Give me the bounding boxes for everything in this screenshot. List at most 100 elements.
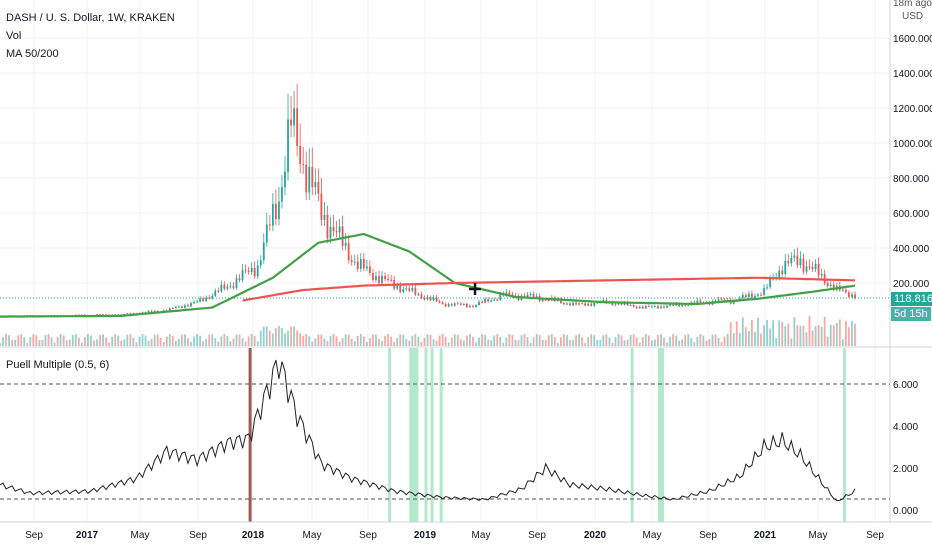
price-axis-ticks[interactable]: 1600.000 1400.000 1200.000 1000.000 800.000 6… — [893, 34, 932, 290]
volume-bar — [760, 333, 762, 346]
volume-bar — [247, 336, 250, 346]
gridlines — [0, 0, 890, 522]
volume-bar — [772, 320, 775, 346]
currency-unit[interactable]: USD — [902, 11, 924, 22]
volume-bar — [590, 334, 593, 346]
candle-body — [256, 265, 259, 277]
volume-bar — [144, 335, 147, 346]
volume-bar — [68, 339, 71, 346]
time-tick-label: May — [131, 530, 150, 541]
candle-body — [196, 301, 198, 303]
ma50-line — [0, 232, 856, 318]
volume-bar — [99, 334, 101, 346]
time-tick-label: Sep — [699, 530, 717, 541]
candle-body — [696, 300, 699, 304]
candle-body — [150, 310, 153, 312]
volume-bar — [711, 334, 714, 346]
puell-legend[interactable]: Puell Multiple (0.5, 6) — [6, 359, 110, 371]
candle-body — [217, 290, 220, 292]
volume-bar — [156, 334, 159, 346]
time-tick-label: May — [809, 530, 828, 541]
volume-bar — [717, 337, 720, 346]
candle-body — [326, 214, 329, 239]
candle-body — [472, 305, 474, 307]
volume-bar — [341, 338, 344, 346]
volume-bar — [723, 336, 726, 346]
candle-body — [132, 313, 135, 315]
candle-body — [284, 171, 286, 188]
volume-bar — [459, 339, 462, 346]
candle-body — [347, 243, 350, 261]
volume-bar — [329, 335, 332, 346]
volume-bar — [93, 340, 95, 346]
candle-body — [478, 301, 480, 306]
volume-bar — [187, 338, 189, 346]
volume-bar — [441, 334, 444, 346]
volume-bar — [196, 334, 198, 346]
volume-bar — [581, 337, 584, 346]
volume-bar — [387, 334, 389, 346]
candle-body — [359, 258, 362, 269]
volume-bar — [111, 336, 114, 346]
chart-title[interactable]: DASH / U. S. Dollar, 1W, KRAKEN — [6, 12, 175, 24]
volume-bar — [47, 334, 50, 346]
volume-bar — [575, 335, 577, 346]
candle-body — [444, 304, 447, 307]
time-tick-label: Sep — [25, 530, 43, 541]
time-tick-label: May — [643, 530, 662, 541]
candle-body — [290, 119, 292, 126]
candle-body — [190, 303, 192, 307]
candle-body — [265, 224, 268, 243]
volume-bar — [511, 335, 514, 346]
puell-highlight-band — [409, 348, 419, 522]
candle-body — [156, 310, 159, 312]
candle-body — [717, 299, 720, 303]
indicator-axis-ticks[interactable]: 6.000 4.000 2.000 0.000 — [893, 380, 918, 517]
time-axis-ticks[interactable]: Sep 2017 May Sep 2018 May Sep 2019 May Sep 2020 May… — [25, 530, 884, 541]
candle-body — [796, 255, 799, 266]
volume-bar — [44, 335, 47, 346]
volume-bar — [523, 334, 526, 346]
candle-body — [153, 310, 156, 312]
candle-body — [329, 226, 332, 239]
candle-body — [811, 266, 814, 270]
ma-legend[interactable]: MA 50/200 — [6, 48, 59, 60]
candle-body — [199, 298, 202, 302]
candle-body — [626, 302, 629, 306]
candle-body — [629, 305, 632, 307]
volume-bar — [375, 334, 377, 346]
time-tick-label: Sep — [359, 530, 377, 541]
volume-bar — [381, 340, 383, 346]
volume-bar — [560, 337, 562, 346]
candle-body — [335, 231, 338, 233]
volume-bar — [368, 338, 371, 346]
volume-bar — [29, 337, 32, 346]
volume-legend[interactable]: Vol — [6, 30, 22, 42]
time-tick-label: 2018 — [242, 530, 265, 541]
candle-body — [223, 284, 226, 289]
volume-bar — [566, 335, 568, 346]
volume-bar — [851, 320, 853, 346]
volume-bar — [632, 334, 635, 346]
volume-bar — [741, 317, 744, 346]
volume-bar — [77, 337, 80, 346]
volume-bar — [53, 342, 56, 346]
volume-bar — [653, 339, 656, 346]
candle-body — [238, 278, 241, 281]
volume-bar — [835, 322, 838, 346]
volume-bar — [538, 335, 541, 346]
volume-bar — [168, 334, 171, 346]
volume-bar — [838, 319, 841, 346]
volume-bar — [259, 330, 262, 346]
candle-body — [611, 302, 614, 306]
candle-body — [496, 299, 499, 301]
candle-body — [466, 304, 468, 308]
volume-bar — [226, 335, 229, 346]
volume-bar — [684, 334, 687, 346]
candle-body — [314, 182, 317, 188]
volume-bar — [726, 334, 729, 346]
volume-bar — [105, 337, 108, 346]
volume-bar — [296, 330, 299, 346]
volume-bar — [250, 334, 253, 346]
